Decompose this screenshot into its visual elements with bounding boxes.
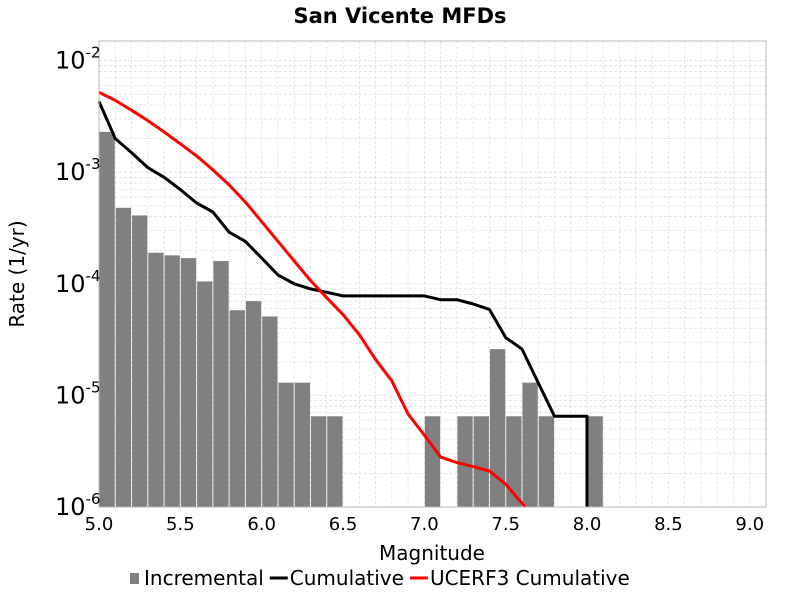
incremental-bar bbox=[522, 382, 538, 507]
y-tick-label: 10-2 bbox=[55, 44, 101, 75]
incremental-bar bbox=[506, 416, 522, 507]
legend-swatch-incremental bbox=[130, 573, 139, 584]
incremental-bar bbox=[148, 252, 164, 507]
incremental-bar bbox=[262, 316, 278, 507]
incremental-bar bbox=[587, 416, 603, 507]
x-tick-labels: 5.0 5.5 6.0 6.5 7.0 7.5 8.0 8.5 9.0 bbox=[85, 514, 764, 535]
y-tick-label: 10-3 bbox=[55, 155, 101, 186]
legend-label: UCERF3 Cumulative bbox=[430, 566, 630, 590]
incremental-bar bbox=[245, 301, 262, 507]
x-tick-label: 8.0 bbox=[573, 514, 602, 535]
incremental-bar bbox=[473, 416, 489, 507]
incremental-bar bbox=[99, 131, 115, 507]
incremental-bar bbox=[213, 261, 229, 507]
x-tick-label: 7.0 bbox=[410, 514, 439, 535]
y-axis-label: Rate (1/yr) bbox=[5, 220, 29, 327]
incremental-bar bbox=[164, 255, 180, 507]
incremental-bar bbox=[229, 310, 245, 507]
incremental-bar bbox=[180, 258, 197, 507]
incremental-bar bbox=[424, 416, 441, 507]
incremental-bar bbox=[294, 382, 310, 507]
x-tick-label: 9.0 bbox=[735, 514, 764, 535]
incremental-bar bbox=[278, 382, 294, 507]
incremental-bar bbox=[197, 281, 213, 507]
x-tick-label: 7.5 bbox=[491, 514, 520, 535]
x-tick-label: 6.0 bbox=[247, 514, 276, 535]
legend-label: Incremental bbox=[144, 566, 264, 590]
legend-label: Cumulative bbox=[290, 566, 404, 590]
chart-title: San Vicente MFDs bbox=[293, 4, 506, 28]
x-tick-label: 8.5 bbox=[654, 514, 683, 535]
incremental-bar bbox=[132, 215, 148, 507]
y-tick-label: 10-4 bbox=[55, 267, 101, 298]
ucerf3-cumulative-line bbox=[98, 90, 527, 508]
x-tick-label: 6.5 bbox=[329, 514, 358, 535]
incremental-bar bbox=[538, 416, 555, 507]
x-tick-label: 5.0 bbox=[85, 514, 114, 535]
y-tick-label: 10-5 bbox=[55, 378, 101, 409]
plot-border bbox=[98, 40, 767, 508]
incremental-bar bbox=[457, 416, 473, 507]
x-axis-label: Magnitude bbox=[379, 541, 485, 565]
incremental-bar bbox=[327, 416, 343, 507]
incremental-bar bbox=[310, 416, 327, 507]
x-tick-label: 5.5 bbox=[166, 514, 195, 535]
cumulative-line bbox=[97, 100, 589, 507]
incremental-bar bbox=[115, 207, 132, 507]
incremental-bars bbox=[99, 131, 603, 507]
y-tick-label: 10-6 bbox=[55, 490, 101, 521]
y-tick-labels: 10-6 10-5 10-4 10-3 10-2 bbox=[55, 44, 101, 521]
legend: Incremental Cumulative UCERF3 Cumulative bbox=[130, 566, 630, 590]
cumulative-lines bbox=[97, 40, 767, 508]
incremental-bar bbox=[489, 349, 506, 507]
